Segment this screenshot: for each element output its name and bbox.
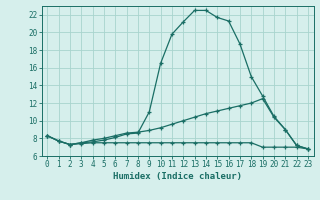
- X-axis label: Humidex (Indice chaleur): Humidex (Indice chaleur): [113, 172, 242, 181]
